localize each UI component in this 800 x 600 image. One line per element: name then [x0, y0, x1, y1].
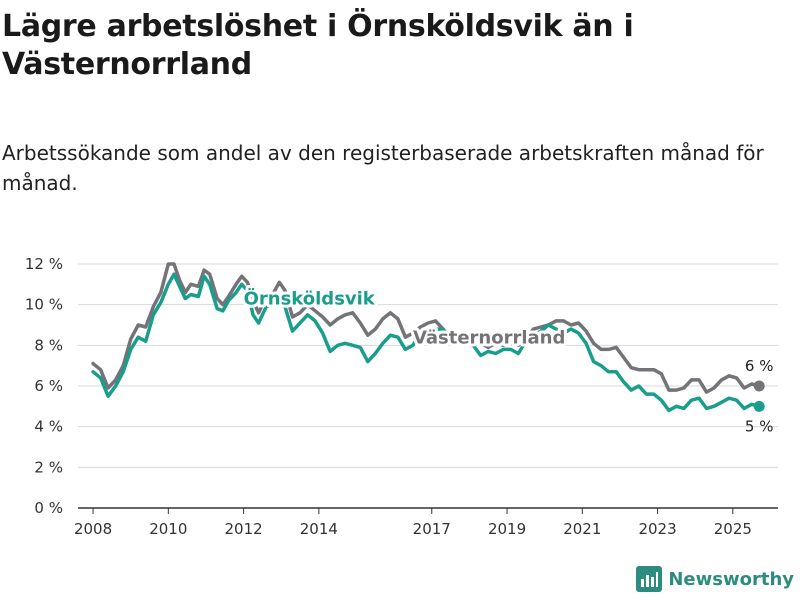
series-line-vasternorrland	[91, 262, 761, 394]
series-label-vasternorrland: Västernorrland	[413, 327, 565, 348]
series-label-ornskoldsvik: Örnsköldsvik	[244, 288, 376, 310]
y-tick-label: 0 %	[34, 499, 63, 517]
end-point-marker	[753, 400, 765, 412]
x-tick-label: 2012	[224, 520, 262, 538]
x-tick-label: 2023	[638, 520, 676, 538]
x-tick-label: 2019	[488, 520, 526, 538]
y-tick-label: 2 %	[34, 458, 63, 476]
series-labels: Västernorrland Örnsköldsvik	[241, 285, 569, 352]
x-axis: 2008 2010 2012 2014 2017 2019 2021 2023 2025	[74, 508, 752, 538]
chart-subtitle: Arbetssökande som andel av den registerb…	[2, 141, 764, 195]
x-tick-label: 2021	[563, 520, 601, 538]
x-tick-label: 2008	[74, 520, 112, 538]
brand-name: Newsworthy	[668, 568, 794, 590]
y-tick-label: 6 %	[34, 377, 63, 395]
y-tick-label: 4 %	[34, 418, 63, 436]
x-tick-label: 2025	[714, 520, 752, 538]
x-tick-label: 2014	[300, 520, 338, 538]
x-tick-label: 2017	[413, 520, 451, 538]
brand[interactable]: Newsworthy	[636, 566, 794, 592]
chart-title: Lägre arbetslöshet i Örnsköldsvik än i V…	[2, 9, 634, 82]
end-value-label: 6 %	[745, 357, 774, 375]
y-grid: 0 % 2 % 4 % 6 % 8 % 10 % 12 %	[25, 255, 778, 517]
end-markers: 6 % 5 %	[745, 357, 774, 435]
y-tick-label: 12 %	[25, 255, 63, 273]
y-tick-label: 8 %	[34, 336, 63, 354]
series-lines	[91, 262, 761, 413]
bar-chart-logo-icon	[636, 566, 663, 592]
x-tick-label: 2010	[149, 520, 187, 538]
end-value-label: 5 %	[745, 417, 774, 435]
y-tick-label: 10 %	[25, 296, 63, 314]
series-line-ornskoldsvik	[91, 272, 761, 413]
end-point-marker	[753, 380, 765, 392]
